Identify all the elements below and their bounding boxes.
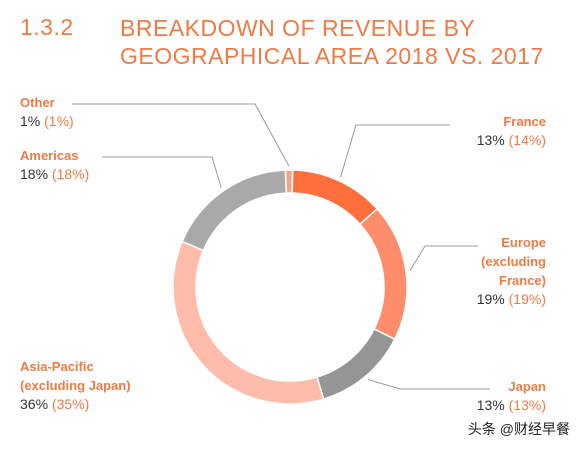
label-other-previous: (1%)	[44, 113, 74, 129]
label-americas-previous: (18%)	[51, 166, 90, 182]
label-europe-name-1: Europe	[501, 235, 546, 250]
label-france-previous: (14%)	[508, 132, 546, 148]
label-americas-current: 18%	[20, 166, 49, 182]
chart-heading: 1.3.2 BREAKDOWN OF REVENUE BY GEOGRAPHIC…	[20, 14, 560, 74]
leader-lines	[72, 103, 490, 390]
label-japan-name: Japan	[508, 379, 546, 394]
label-americas: Americas 18% (18%)	[20, 146, 89, 184]
section-number: 1.3.2	[20, 14, 74, 40]
label-europe-current: 19%	[476, 291, 505, 307]
label-europe-name-3: France)	[499, 273, 546, 288]
label-europe-name-2: (excluding	[480, 254, 546, 269]
leader-france	[340, 124, 450, 178]
slice-france	[291, 169, 379, 226]
label-japan-current: 13%	[476, 397, 505, 413]
label-other-name: Other	[20, 95, 55, 110]
label-france-current: 13%	[476, 132, 505, 148]
label-france-name: France	[503, 114, 546, 129]
label-asia-name-1: Asia-Pacific	[20, 359, 94, 374]
label-asia: Asia-Pacific (excluding Japan) 36% (35%)	[20, 357, 131, 414]
watermark: 头条 @财经早餐	[467, 421, 570, 437]
donut-slices	[172, 169, 408, 405]
slice-americas	[181, 169, 288, 252]
leader-japan	[367, 379, 490, 390]
leader-other	[72, 103, 290, 167]
label-europe: Europe (excluding France) 19% (19%)	[477, 233, 546, 309]
label-americas-name: Americas	[20, 148, 79, 163]
label-europe-previous: (19%)	[508, 291, 546, 307]
leader-europe	[409, 245, 478, 272]
label-other: Other 1% (1%)	[20, 93, 74, 131]
label-france: France 13% (14%)	[477, 112, 546, 150]
slice-europe	[358, 207, 408, 341]
chart-title: BREAKDOWN OF REVENUE BY GEOGRAPHICAL ARE…	[120, 15, 544, 69]
label-asia-name-2: (excluding Japan)	[20, 378, 131, 393]
slice-japan	[316, 327, 396, 401]
label-japan-previous: (13%)	[508, 397, 546, 413]
label-asia-current: 36%	[20, 396, 49, 412]
leader-americas	[102, 156, 222, 188]
label-other-current: 1%	[20, 113, 41, 129]
label-japan: Japan 13% (13%)	[477, 377, 546, 415]
label-asia-previous: (35%)	[51, 396, 90, 412]
slice-asia	[172, 240, 325, 405]
